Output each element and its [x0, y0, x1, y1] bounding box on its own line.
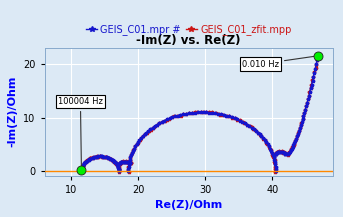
GEIS_C01_zfit.mpp [84, 160, 88, 162]
GEIS_C01_zfit.mpp [307, 91, 311, 94]
Line: GEIS_C01_zfit.mpp: GEIS_C01_zfit.mpp [79, 54, 320, 173]
GEIS_C01_zfit.mpp [273, 170, 277, 173]
GEIS_C01.mpr # [85, 160, 89, 162]
GEIS_C01.mpr # [301, 115, 306, 118]
GEIS_C01_zfit.mpp [316, 54, 320, 57]
GEIS_C01.mpr # [117, 170, 121, 173]
GEIS_C01.mpr # [119, 161, 123, 164]
GEIS_C01_zfit.mpp [111, 160, 116, 162]
GEIS_C01.mpr # [316, 54, 320, 57]
Text: 100004 Hz: 100004 Hz [58, 97, 103, 168]
X-axis label: Re(Z)/Ohm: Re(Z)/Ohm [155, 200, 222, 210]
Text: 0.010 Hz: 0.010 Hz [242, 56, 315, 69]
GEIS_C01_zfit.mpp [82, 163, 86, 165]
GEIS_C01.mpr # [82, 163, 86, 165]
GEIS_C01_zfit.mpp [301, 114, 305, 117]
Legend: GEIS_C01.mpr #, GEIS_C01_zfit.mpp: GEIS_C01.mpr #, GEIS_C01_zfit.mpp [82, 21, 295, 39]
GEIS_C01.mpr # [111, 160, 116, 162]
GEIS_C01_zfit.mpp [118, 161, 122, 164]
Line: GEIS_C01.mpr #: GEIS_C01.mpr # [80, 54, 320, 173]
Title: -Im(Z) vs. Re(Z): -Im(Z) vs. Re(Z) [137, 34, 241, 47]
GEIS_C01.mpr # [79, 170, 83, 173]
GEIS_C01.mpr # [308, 91, 312, 94]
Y-axis label: -Im(Z)/Ohm: -Im(Z)/Ohm [8, 76, 17, 147]
GEIS_C01_zfit.mpp [79, 170, 83, 173]
